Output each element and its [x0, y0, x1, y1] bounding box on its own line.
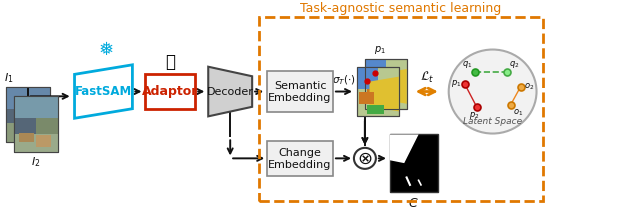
Text: $o_2$: $o_2$ — [524, 82, 534, 92]
Text: Latent Space: Latent Space — [463, 117, 522, 126]
Bar — [28, 109, 49, 123]
Polygon shape — [208, 67, 252, 116]
Text: Embedding: Embedding — [268, 93, 332, 103]
Bar — [13, 96, 58, 118]
Text: $I_2$: $I_2$ — [31, 155, 40, 169]
Text: Task-agnostic semantic learning: Task-agnostic semantic learning — [300, 2, 502, 15]
Bar — [259, 17, 543, 201]
Bar — [367, 105, 384, 114]
Text: $q_2$: $q_2$ — [509, 59, 519, 70]
Polygon shape — [369, 77, 399, 111]
Bar — [6, 123, 49, 142]
Circle shape — [449, 50, 536, 134]
Text: 🔥: 🔥 — [165, 53, 175, 71]
Text: $p_1$: $p_1$ — [374, 44, 385, 56]
Text: Adaptor: Adaptor — [142, 85, 198, 98]
Bar — [365, 59, 386, 81]
Bar — [36, 118, 58, 134]
Bar — [376, 97, 392, 106]
Text: ❅: ❅ — [99, 41, 114, 59]
Bar — [6, 87, 49, 142]
Text: FastSAM: FastSAM — [75, 85, 132, 98]
Text: $p_1$: $p_1$ — [451, 78, 461, 89]
Bar — [13, 118, 36, 134]
Bar — [357, 67, 399, 116]
Text: Embedding: Embedding — [268, 160, 332, 170]
Bar — [6, 87, 49, 142]
Bar — [390, 134, 438, 192]
Text: $C$: $C$ — [408, 197, 419, 210]
Text: Semantic: Semantic — [274, 81, 326, 91]
Text: $p_2$: $p_2$ — [360, 83, 372, 95]
Bar — [359, 92, 374, 104]
Bar — [6, 109, 28, 123]
Text: Change: Change — [278, 148, 321, 158]
Text: Decoder: Decoder — [207, 86, 253, 96]
Text: $\otimes$: $\otimes$ — [357, 149, 372, 167]
Text: $I_1$: $I_1$ — [4, 71, 13, 85]
Bar — [13, 96, 58, 152]
Bar — [6, 87, 49, 109]
Text: $\mathcal{L}_t$: $\mathcal{L}_t$ — [420, 70, 434, 85]
Bar — [36, 135, 51, 147]
Text: $o_1$: $o_1$ — [513, 108, 523, 118]
Bar — [19, 132, 34, 142]
Polygon shape — [390, 134, 419, 163]
Bar — [367, 84, 381, 96]
Polygon shape — [74, 65, 132, 118]
Polygon shape — [378, 69, 407, 104]
Text: $q_1$: $q_1$ — [462, 59, 473, 70]
Bar — [267, 141, 333, 176]
Bar — [13, 134, 58, 152]
Text: $p_2$: $p_2$ — [469, 110, 480, 121]
Text: $\sigma_T(\cdot)$: $\sigma_T(\cdot)$ — [332, 73, 356, 87]
Bar — [357, 67, 399, 116]
Bar — [365, 59, 407, 109]
Bar — [13, 96, 58, 152]
Bar — [365, 59, 407, 109]
Bar — [357, 67, 378, 89]
Bar — [145, 74, 195, 109]
Circle shape — [354, 148, 376, 169]
Bar — [267, 72, 333, 112]
